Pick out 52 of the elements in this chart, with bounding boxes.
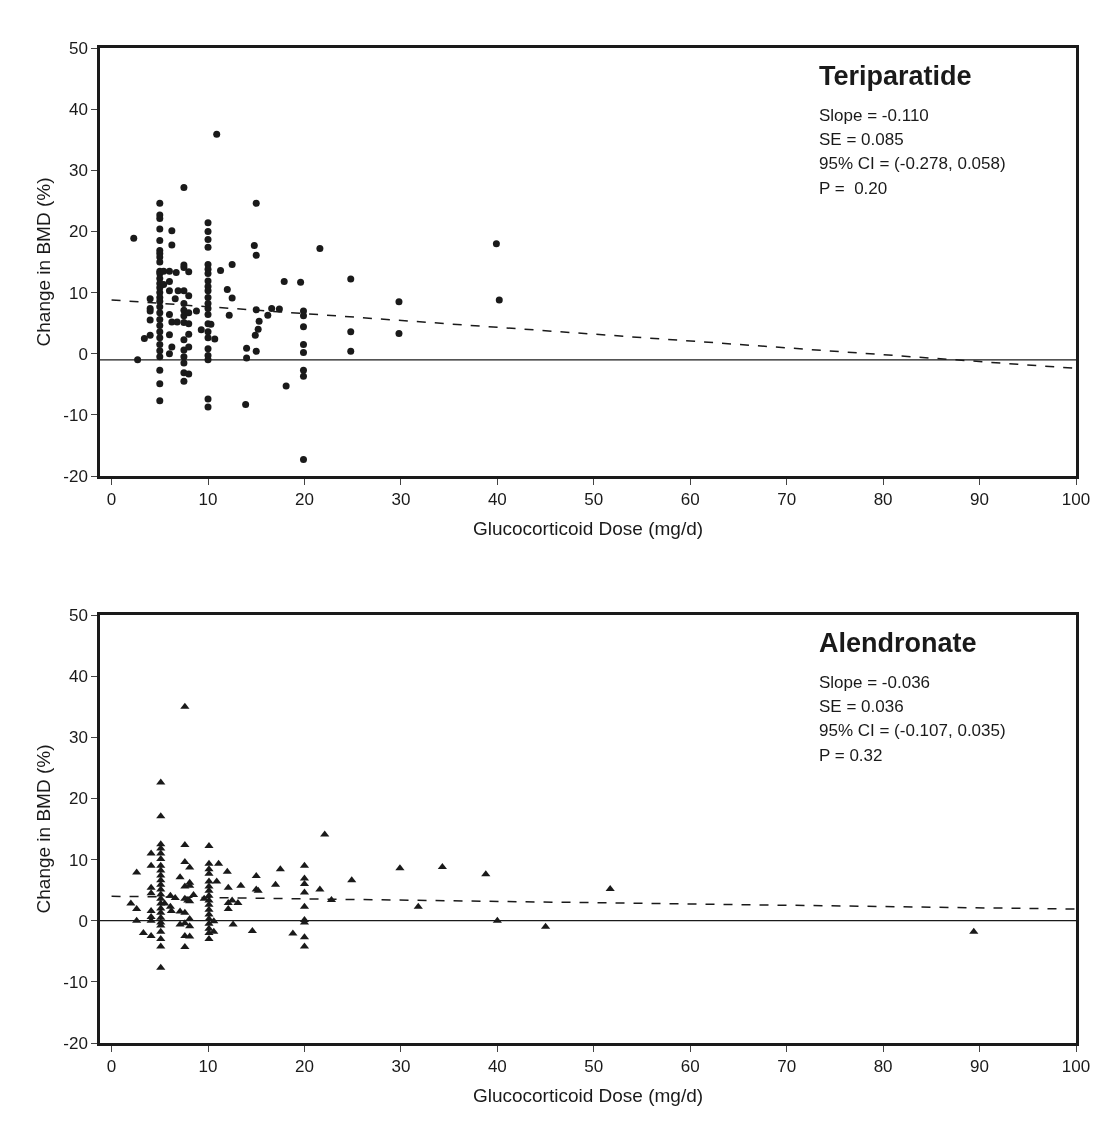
x-tick-label: 30 <box>391 1057 411 1077</box>
x-tick-label: 50 <box>584 490 604 510</box>
annotation: 95% CI = (-0.278, 0.058) <box>819 154 1006 173</box>
annotation: 95% CI = (-0.107, 0.035) <box>819 721 1006 740</box>
text: Teriparatide <box>819 61 972 91</box>
y-tick-label: 0 <box>78 344 88 364</box>
x-tick-label: 70 <box>777 1057 797 1077</box>
y-tick-label: 20 <box>68 789 88 809</box>
x-tick-label: 80 <box>873 490 893 510</box>
x-tick-label: 10 <box>198 490 218 510</box>
x-tick-label: 100 <box>1061 490 1091 510</box>
annotation: SE = 0.036 <box>819 697 904 716</box>
y-tick-label: 50 <box>68 38 88 58</box>
x-tick-label: 0 <box>106 1057 117 1077</box>
x-tick-label: 90 <box>970 1057 990 1077</box>
y-tick-label: 50 <box>68 605 88 625</box>
x-tick-label: 80 <box>873 1057 893 1077</box>
annotation: Slope = -0.036 <box>819 673 931 692</box>
x-tick-label: 70 <box>777 490 797 510</box>
y-tick-label: -20 <box>63 1033 88 1053</box>
x-tick-label: 50 <box>584 1057 604 1077</box>
y-tick-label: 10 <box>68 283 88 303</box>
x-tick-label: 40 <box>487 1057 507 1077</box>
x-tick-label: 30 <box>391 490 411 510</box>
y-tick-label: -10 <box>63 405 88 425</box>
x-tick-label: 40 <box>487 490 507 510</box>
x-tick-label: 90 <box>970 490 990 510</box>
x-tick-label: 20 <box>295 490 314 510</box>
x-tick-label: 10 <box>198 1057 218 1077</box>
x-axis-title: Glucocorticoid Dose (mg/d) <box>472 517 704 539</box>
x-tick-label: 60 <box>680 490 700 510</box>
y-tick-label: 20 <box>68 222 88 242</box>
text: Alendronate <box>819 628 977 658</box>
y-tick-label: 30 <box>68 161 88 181</box>
y-tick-label: 10 <box>68 850 88 870</box>
annotation: P = 0.32 <box>819 746 883 765</box>
y-tick-label: 30 <box>68 728 88 748</box>
y-tick-label: 40 <box>68 667 88 687</box>
annotation: Slope = -0.110 <box>819 106 929 125</box>
y-tick-label: 0 <box>78 911 88 931</box>
x-axis-title: Glucocorticoid Dose (mg/d) <box>472 1084 704 1106</box>
x-tick-label: 100 <box>1061 1057 1091 1077</box>
x-tick-label: 20 <box>295 1057 314 1077</box>
y-tick-label: -20 <box>63 466 88 486</box>
y-axis-title: Change in BMD (%) <box>33 744 55 914</box>
x-tick-label: 0 <box>106 490 117 510</box>
x-tick-label: 60 <box>680 1057 700 1077</box>
y-tick-label: -10 <box>63 972 88 992</box>
annotation: SE = 0.085 <box>819 130 904 149</box>
y-axis-title: Change in BMD (%) <box>33 177 55 347</box>
y-tick-label: 40 <box>68 100 88 120</box>
annotation: P = 0.20 <box>819 179 888 198</box>
